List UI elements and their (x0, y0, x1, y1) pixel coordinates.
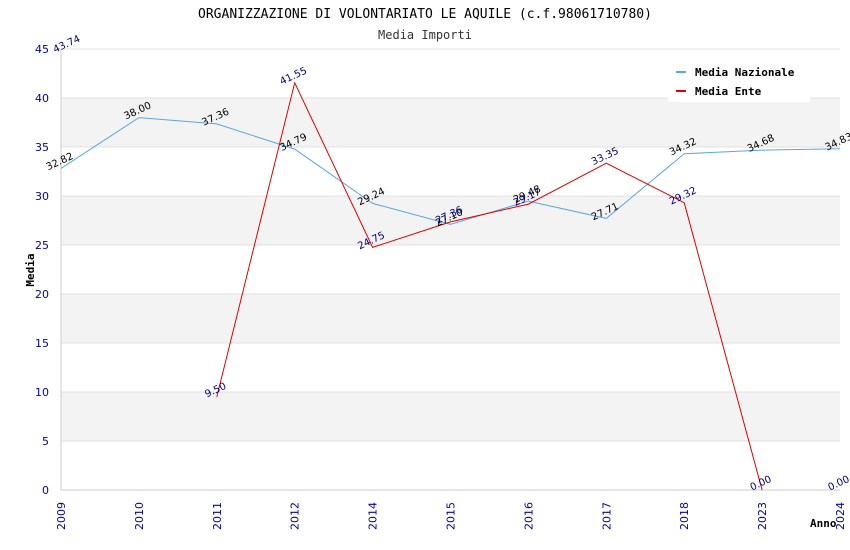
x-tick-label: 2015 (445, 502, 458, 530)
x-tick-labels: 2009 2010 2011 2012 2014 2015 2016 2017 2018 2023… (55, 502, 847, 530)
legend-box (668, 60, 810, 102)
data-label: 0.00 (749, 474, 774, 493)
grid-band (61, 196, 840, 245)
y-tick-label: 30 (35, 190, 49, 203)
y-tick-label: 45 (35, 43, 49, 56)
y-tick-labels: 0 5 10 15 20 25 30 35 40 45 (35, 43, 49, 497)
y-tick-label: 25 (35, 239, 49, 252)
y-tick-label: 20 (35, 288, 49, 301)
series-line-1 (216, 81, 763, 491)
grid-band (61, 392, 840, 441)
data-label: 0.00 (827, 474, 850, 493)
x-tick-label: 2009 (55, 502, 68, 530)
grid-band (61, 294, 840, 343)
x-tick-label: 2017 (600, 502, 613, 530)
x-tick-label: 2011 (211, 502, 224, 530)
legend-label: Media Nazionale (695, 66, 795, 79)
gridlines (61, 48, 840, 442)
y-tick-label: 0 (42, 484, 49, 497)
grid-bands (61, 98, 840, 441)
series-lines (60, 81, 841, 491)
legend: Media Nazionale Media Ente (668, 60, 810, 102)
data-label: 33.35 (590, 146, 621, 168)
grid-band (61, 98, 840, 147)
y-tick-label: 40 (35, 92, 49, 105)
y-tick-label: 35 (35, 141, 49, 154)
x-axis-label: Anno (810, 517, 837, 530)
data-label: 32.82 (45, 151, 76, 173)
series-line-0 (60, 117, 841, 225)
x-tick-label: 2014 (367, 502, 380, 530)
x-tick-label: 2010 (133, 502, 146, 530)
legend-label: Media Ente (695, 85, 762, 98)
x-tick-label: 2018 (678, 502, 691, 530)
data-label: 41.55 (278, 66, 309, 88)
y-tick-label: 5 (42, 435, 49, 448)
y-axis-label: Media (24, 253, 37, 286)
chart-subtitle: Media Importi (378, 28, 472, 42)
x-tick-label: 2024 (834, 502, 847, 530)
data-label: 43.74 (52, 34, 83, 56)
x-tick-label: 2023 (756, 502, 769, 530)
chart-title: ORGANIZZAZIONE DI VOLONTARIATO LE AQUILE… (198, 7, 652, 22)
x-tick-label: 2016 (522, 502, 535, 530)
x-tick-label: 2012 (289, 502, 302, 530)
y-tick-label: 10 (35, 386, 49, 399)
y-tick-label: 15 (35, 337, 49, 350)
